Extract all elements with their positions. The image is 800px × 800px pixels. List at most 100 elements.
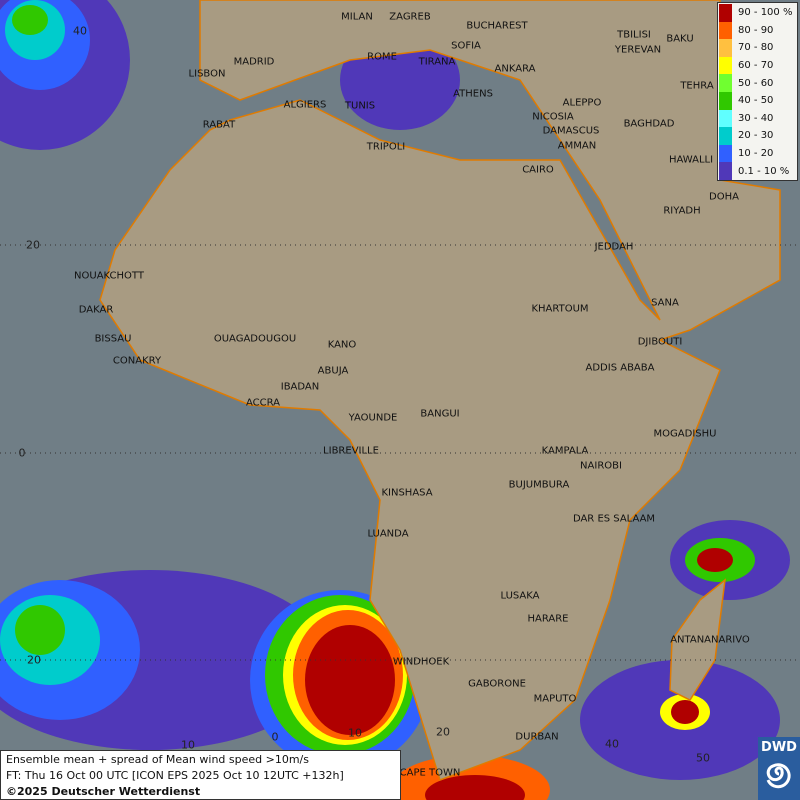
product-title: Ensemble mean + spread of Mean wind spee… [6, 753, 309, 766]
city-label: ACCRA [245, 397, 281, 409]
city-label: LISBON [188, 68, 226, 80]
graticule-label: 40 [73, 24, 87, 38]
legend-label: 80 - 90 [738, 24, 774, 36]
city-label: AMMAN [557, 140, 597, 152]
city-label: KAMPALA [541, 445, 589, 457]
city-label: HAWALLI [668, 154, 714, 166]
city-label: SOFIA [451, 40, 481, 52]
copyright: ©2025 Deutscher Wetterdienst [6, 785, 201, 798]
city-label: RABAT [202, 119, 236, 131]
city-label: IBADAN [280, 381, 320, 393]
city-label: DAMASCUS [542, 125, 600, 137]
city-label: CAPE TOWN [399, 767, 461, 779]
legend-item: 50 - 60 [719, 74, 797, 92]
legend-label: 70 - 80 [738, 42, 774, 54]
legend-label: 90 - 100 % [738, 7, 793, 19]
city-label: SANA [651, 297, 679, 309]
legend-item: 80 - 90 [719, 21, 797, 40]
legend-item: 40 - 50 [719, 91, 797, 110]
city-label: CAIRO [522, 164, 554, 176]
legend-swatch [719, 39, 732, 57]
graticule-label: 40 [605, 737, 619, 751]
legend-swatch [719, 4, 732, 22]
graticule-label: 0 [18, 446, 26, 460]
city-label: LUSAKA [500, 590, 540, 602]
city-label: MAPUTO [533, 693, 577, 705]
city-label: ANTANANARIVO [670, 634, 750, 646]
city-label: TRIPOLI [366, 141, 406, 153]
city-label: TIRANA [418, 56, 456, 68]
city-label: ALGIERS [283, 99, 327, 111]
graticule-label: 20 [26, 238, 40, 252]
city-label: LIBREVILLE [323, 445, 379, 457]
legend-item: 10 - 20 [719, 144, 797, 163]
legend-item: 20 - 30 [719, 127, 797, 145]
graticule-label: 20 [27, 653, 41, 667]
city-label: BUJUMBURA [508, 479, 570, 491]
legend-item: 70 - 80 [719, 39, 797, 57]
legend-swatch [719, 56, 732, 75]
city-label: NAIROBI [580, 460, 622, 472]
city-label: BAGHDAD [623, 118, 675, 130]
legend-item: 90 - 100 % [719, 4, 797, 22]
city-label: ZAGREB [389, 11, 431, 23]
legend-swatch [719, 127, 732, 145]
legend-label: 20 - 30 [738, 130, 774, 142]
city-label: ATHENS [453, 88, 493, 100]
city-label: BISSAU [94, 333, 132, 345]
legend-swatch [719, 21, 732, 40]
city-label: NICOSIA [532, 111, 574, 123]
graticule-label: 10 [348, 726, 362, 740]
spiral-icon [766, 763, 791, 789]
graticule-label: 20 [436, 725, 450, 739]
legend-label: 50 - 60 [738, 77, 774, 89]
city-label: DAR ES SALAAM [572, 513, 656, 525]
city-label: MILAN [341, 11, 373, 23]
info-box: Ensemble mean + spread of Mean wind spee… [0, 750, 401, 800]
city-label: DOHA [709, 191, 739, 203]
city-label: TBILISI [617, 29, 651, 41]
legend-label: 0.1 - 10 % [738, 165, 790, 177]
graticule [0, 244, 800, 661]
legend-swatch [719, 162, 732, 180]
city-label: ALEPPO [562, 97, 602, 109]
city-label: KHARTOUM [531, 303, 589, 315]
city-label: RIYADH [663, 205, 701, 217]
legend-label: 30 - 40 [738, 112, 774, 124]
legend-item: 60 - 70 [719, 56, 797, 75]
city-label: JEDDAH [594, 241, 634, 253]
city-label: CONAKRY [112, 355, 162, 367]
legend-label: 40 - 50 [738, 95, 774, 107]
legend-swatch [719, 109, 732, 128]
graticule-label: 50 [696, 751, 710, 765]
city-label: ROME [367, 51, 397, 63]
city-label: BAKU [666, 33, 694, 45]
legend: 90 - 100 % 80 - 90 70 - 80 60 - 70 50 - 60 40… [717, 2, 798, 181]
legend-item: 30 - 40 [719, 109, 797, 128]
city-label: DURBAN [515, 731, 559, 743]
city-label: YEREVAN [614, 44, 662, 56]
legend-label: 60 - 70 [738, 60, 774, 72]
city-label: NOUAKCHOTT [74, 270, 144, 282]
city-label: DJIBOUTI [637, 336, 683, 348]
graticule-label: 10 [181, 738, 195, 752]
graticule-label: 0 [271, 730, 279, 744]
land-mass [99, 0, 781, 781]
city-label: MOGADISHU [653, 428, 717, 440]
city-label: YAOUNDE [348, 412, 398, 424]
logo-text: DWD [761, 740, 797, 755]
city-label: LUANDA [367, 528, 409, 540]
city-label: MADRID [233, 56, 275, 68]
city-label: KINSHASA [381, 487, 433, 499]
city-label: BANGUI [420, 408, 460, 420]
legend-swatch [719, 144, 732, 163]
city-label: DAKAR [78, 304, 114, 316]
city-label: OUAGADOUGOU [213, 333, 297, 345]
city-label: TEHRA [680, 80, 714, 92]
city-label: ADDIS ABABA [585, 362, 655, 374]
legend-label: 10 - 20 [738, 148, 774, 160]
legend-swatch [719, 91, 732, 110]
city-label: GABORONE [468, 678, 526, 690]
